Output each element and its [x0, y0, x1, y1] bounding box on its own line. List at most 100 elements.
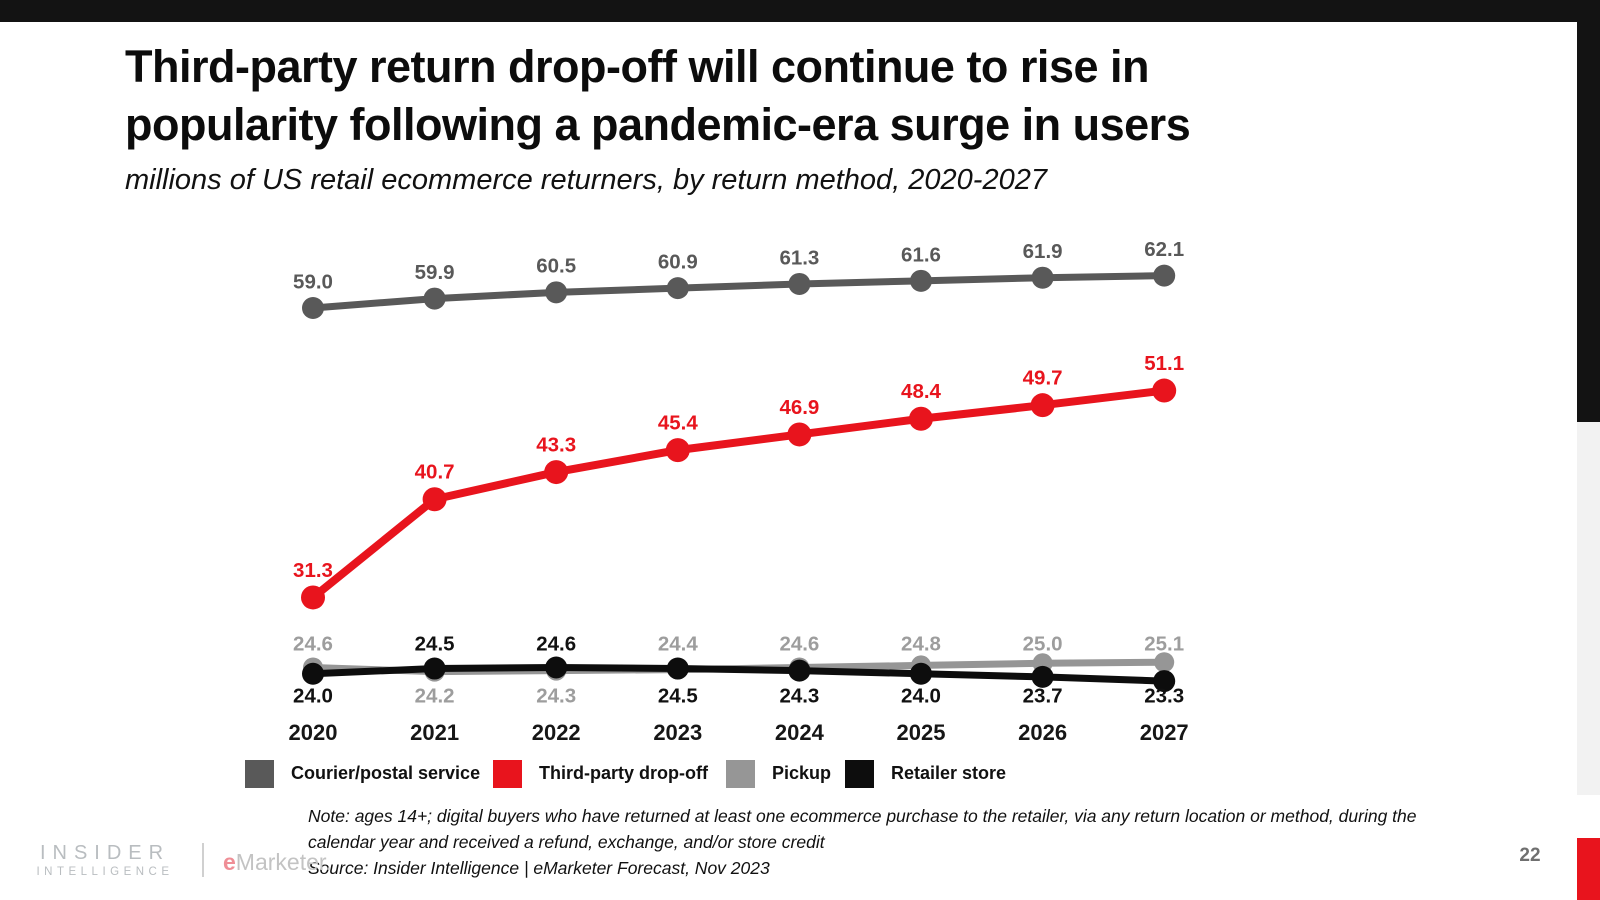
year-label: 2026: [1018, 720, 1067, 745]
data-point-label: 59.0: [293, 270, 333, 293]
emarketer-logo: eMarketer.: [223, 849, 332, 876]
data-point-label: 62.1: [1144, 238, 1184, 261]
data-point: [423, 287, 446, 310]
data-point: [544, 460, 569, 485]
data-point-label: 40.7: [415, 461, 455, 484]
data-point-label: 23.3: [1144, 684, 1184, 707]
legend-label-third-party: Third-party drop-off: [539, 763, 708, 783]
data-point-label: 48.4: [901, 380, 941, 403]
legend-item-third-party: Third-party drop-off: [493, 759, 708, 788]
data-point: [788, 272, 811, 295]
data-point-label: 24.6: [293, 632, 333, 655]
data-point-label: 61.3: [779, 246, 819, 269]
data-point: [422, 487, 447, 512]
page-subtitle: millions of US retail ecommerce returner…: [125, 164, 1047, 196]
page-title-line1: Third-party return drop-off will continu…: [125, 41, 1150, 92]
data-point: [666, 277, 689, 300]
right-strip-red: [1577, 838, 1600, 900]
legend-label-pickup: Pickup: [772, 763, 832, 783]
page-title: Third-party return drop-off will continu…: [125, 38, 1445, 154]
data-point: [1153, 670, 1176, 693]
data-point-label: 59.9: [415, 261, 455, 284]
emarketer-logo-rest: Marketer.: [235, 849, 332, 875]
data-point-label: 24.5: [415, 632, 455, 655]
legend-swatch-third-party: [493, 759, 522, 788]
data-point-label: 46.9: [779, 396, 819, 419]
data-point-label: 61.6: [901, 243, 941, 266]
intelligence-logo-text: INTELLIGENCE: [36, 866, 174, 878]
data-point: [545, 281, 568, 304]
legend-label-courier: Courier/postal service: [291, 763, 481, 783]
legend-swatch-retailer: [845, 759, 874, 788]
data-point: [302, 297, 324, 319]
data-point-label: 24.0: [901, 684, 941, 707]
data-point-label: 24.2: [415, 684, 455, 707]
legend-item-retailer: Retailer store: [845, 759, 1006, 788]
data-point-label: 24.3: [536, 684, 576, 707]
emarketer-logo-e: e: [223, 849, 236, 875]
data-point-label: 45.4: [658, 412, 698, 435]
data-point: [423, 657, 446, 680]
data-point-label: 23.7: [1023, 684, 1063, 707]
data-point: [910, 269, 932, 292]
year-label: 2025: [897, 720, 946, 745]
data-point: [787, 422, 812, 447]
branding-block: INSIDER INTELLIGENCE eMarketer.: [30, 840, 331, 885]
data-point: [1031, 665, 1054, 688]
data-point-label: 60.5: [536, 255, 576, 278]
data-point-label: 25.1: [1144, 632, 1184, 655]
data-point-label: 24.6: [536, 632, 576, 655]
year-label: 2024: [775, 720, 825, 745]
data-point-label: 49.7: [1023, 367, 1063, 390]
data-point-label: 24.0: [293, 684, 333, 707]
right-strip-gray: [1577, 422, 1600, 795]
year-label: 2027: [1140, 720, 1189, 745]
legend-item-pickup: Pickup: [726, 759, 831, 788]
data-point: [666, 657, 689, 680]
legend-item-courier: Courier/postal service: [245, 759, 480, 788]
series-line-0: [309, 272, 1168, 312]
data-point: [909, 406, 933, 431]
data-point-label: 24.8: [901, 632, 941, 655]
data-point-label: 31.3: [293, 559, 333, 582]
data-point: [665, 438, 690, 463]
data-point-label: 43.3: [536, 433, 576, 456]
data-point-label: 60.9: [658, 251, 698, 274]
data-point: [1154, 652, 1175, 673]
data-point-label: 24.4: [658, 632, 698, 655]
year-label: 2022: [532, 720, 581, 745]
data-point-label: 61.9: [1023, 240, 1063, 263]
data-point: [545, 656, 568, 679]
legend-label-retailer: Retailer store: [891, 763, 1007, 783]
top-accent-bar: [0, 0, 1600, 22]
data-point: [788, 659, 811, 682]
data-point-label: 24.3: [779, 684, 819, 707]
data-point: [1031, 266, 1054, 289]
year-label: 2021: [410, 720, 459, 745]
data-point: [301, 585, 325, 610]
year-label: 2023: [653, 720, 702, 745]
legend-swatch-pickup: [726, 759, 755, 788]
data-point: [910, 662, 932, 685]
data-point: [1153, 264, 1176, 287]
series-line-3: [309, 663, 1168, 685]
data-point-label: 25.0: [1023, 632, 1063, 655]
series-line-1: [309, 386, 1169, 602]
data-point: [302, 662, 324, 685]
footnote: Note: ages 14+; digital buyers who have …: [308, 803, 1458, 881]
data-point-label: 24.6: [779, 632, 819, 655]
logo-divider: [202, 843, 204, 877]
legend-swatch-courier: [245, 759, 274, 788]
page-title-line2: popularity following a pandemic-era surg…: [125, 99, 1191, 150]
data-point: [1152, 378, 1177, 403]
page-number: 22: [1519, 845, 1541, 866]
data-point-label: 24.5: [658, 684, 698, 707]
footnote-line2: calendar year and received a refund, exc…: [308, 832, 825, 852]
source-line: Source: Insider Intelligence | eMarketer…: [308, 858, 770, 878]
insider-logo-text: INSIDER: [39, 842, 171, 864]
right-strip-black: [1577, 0, 1600, 422]
data-point-label: 51.1: [1144, 352, 1184, 375]
footnote-line1: Note: ages 14+; digital buyers who have …: [308, 806, 1417, 826]
